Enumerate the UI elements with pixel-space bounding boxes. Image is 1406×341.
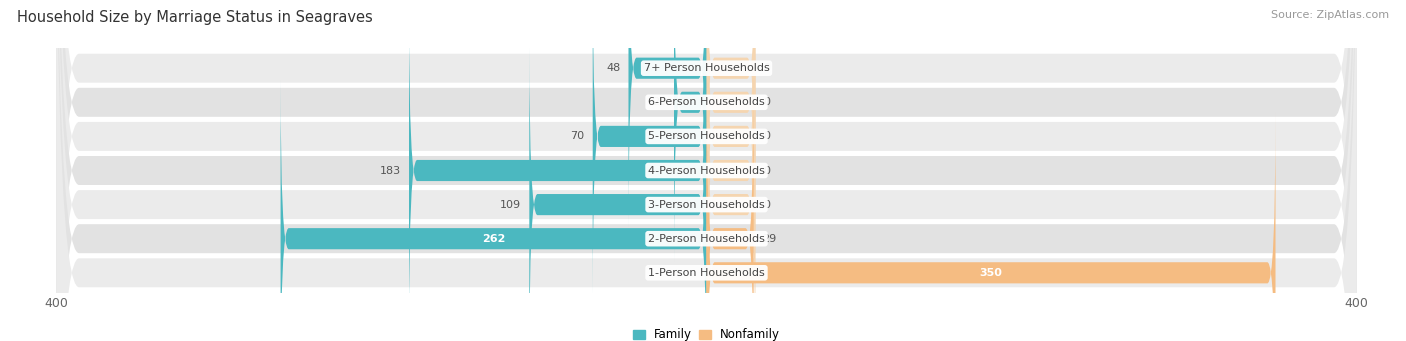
FancyBboxPatch shape <box>56 0 1357 341</box>
FancyBboxPatch shape <box>707 45 755 341</box>
Text: Household Size by Marriage Status in Seagraves: Household Size by Marriage Status in Sea… <box>17 10 373 25</box>
FancyBboxPatch shape <box>673 0 707 262</box>
Legend: Family, Nonfamily: Family, Nonfamily <box>633 328 780 341</box>
Text: 3-Person Households: 3-Person Households <box>648 199 765 210</box>
Text: 183: 183 <box>380 165 401 176</box>
Text: 70: 70 <box>571 131 585 142</box>
FancyBboxPatch shape <box>529 45 707 341</box>
Text: 109: 109 <box>501 199 522 210</box>
FancyBboxPatch shape <box>56 0 1357 341</box>
Text: 350: 350 <box>980 268 1002 278</box>
FancyBboxPatch shape <box>707 0 755 228</box>
FancyBboxPatch shape <box>628 0 707 228</box>
FancyBboxPatch shape <box>707 0 755 262</box>
Text: 0: 0 <box>763 97 770 107</box>
FancyBboxPatch shape <box>281 79 707 341</box>
Text: Source: ZipAtlas.com: Source: ZipAtlas.com <box>1271 10 1389 20</box>
Text: 0: 0 <box>763 165 770 176</box>
Text: 0: 0 <box>763 63 770 73</box>
FancyBboxPatch shape <box>593 0 707 296</box>
Text: 5-Person Households: 5-Person Households <box>648 131 765 142</box>
Text: 4-Person Households: 4-Person Households <box>648 165 765 176</box>
FancyBboxPatch shape <box>56 0 1357 341</box>
Text: 20: 20 <box>652 97 666 107</box>
FancyBboxPatch shape <box>707 113 1275 341</box>
FancyBboxPatch shape <box>707 0 755 296</box>
Text: 6-Person Households: 6-Person Households <box>648 97 765 107</box>
Text: 262: 262 <box>482 234 505 244</box>
FancyBboxPatch shape <box>409 11 707 330</box>
FancyBboxPatch shape <box>56 0 1357 341</box>
Text: 0: 0 <box>763 131 770 142</box>
Text: 7+ Person Households: 7+ Person Households <box>644 63 769 73</box>
FancyBboxPatch shape <box>707 11 755 330</box>
Text: 48: 48 <box>606 63 620 73</box>
Text: 29: 29 <box>762 234 776 244</box>
FancyBboxPatch shape <box>56 0 1357 341</box>
FancyBboxPatch shape <box>56 0 1357 341</box>
Text: 0: 0 <box>763 199 770 210</box>
Text: 2-Person Households: 2-Person Households <box>648 234 765 244</box>
FancyBboxPatch shape <box>707 79 754 341</box>
Text: 1-Person Households: 1-Person Households <box>648 268 765 278</box>
FancyBboxPatch shape <box>56 0 1357 341</box>
